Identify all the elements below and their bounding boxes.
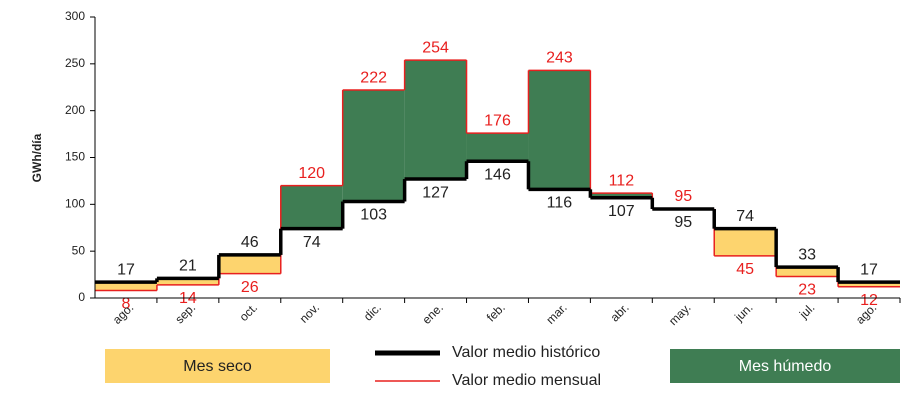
x-tick-label: mar. <box>543 300 569 326</box>
y-tick-label: 250 <box>65 56 85 70</box>
value-label: 74 <box>303 234 321 251</box>
value-label: 33 <box>798 246 816 263</box>
y-tick-label: 200 <box>65 103 85 117</box>
x-tick-label: abr. <box>608 300 632 324</box>
legend-label: Mes húmedo <box>739 358 832 375</box>
difference-fill <box>528 70 591 190</box>
x-tick-label: nov. <box>297 300 322 325</box>
difference-fill <box>280 185 343 229</box>
value-label: 23 <box>798 282 816 299</box>
value-label: 12 <box>860 292 878 309</box>
legend-label: Mes seco <box>183 358 252 375</box>
value-label: 26 <box>241 279 259 296</box>
value-label: 116 <box>547 195 573 212</box>
value-label: 17 <box>117 261 135 278</box>
x-tick-label: feb. <box>484 300 508 324</box>
x-tick-label: oct. <box>237 300 261 324</box>
difference-fill <box>95 282 157 291</box>
y-tick-label: 0 <box>78 290 85 304</box>
value-label: 127 <box>422 184 449 201</box>
difference-fill <box>776 267 839 277</box>
value-label: 14 <box>179 290 197 307</box>
value-label: 46 <box>241 234 259 251</box>
difference-fill <box>466 133 529 162</box>
legend-label: Valor medio mensual <box>452 372 601 389</box>
value-label: 107 <box>608 203 635 220</box>
value-label: 112 <box>609 172 635 189</box>
value-label: 95 <box>674 188 692 205</box>
legend-fill <box>670 349 900 383</box>
x-tick-label: dic. <box>361 300 384 323</box>
value-label: 17 <box>860 261 878 278</box>
y-tick-label: 300 <box>65 9 85 23</box>
y-tick-label: 100 <box>65 197 85 211</box>
difference-fill <box>404 60 467 180</box>
value-label: 254 <box>422 39 449 56</box>
value-label: 103 <box>360 207 387 224</box>
y-tick-label: 150 <box>65 150 85 164</box>
value-label: 243 <box>546 50 573 67</box>
value-label: 8 <box>122 296 131 313</box>
value-label: 21 <box>179 258 197 275</box>
legend-label: Valor medio histórico <box>452 344 600 361</box>
difference-fill <box>342 90 405 202</box>
x-tick-label: jun. <box>731 300 755 324</box>
y-tick-label: 50 <box>72 243 86 257</box>
value-label: 45 <box>736 261 754 278</box>
value-label: 222 <box>360 69 387 86</box>
x-tick-label: ago. <box>110 300 136 326</box>
value-label: 120 <box>298 165 325 182</box>
x-tick-label: ene. <box>420 300 446 326</box>
difference-fill <box>590 193 653 198</box>
value-label: 74 <box>736 208 754 225</box>
y-axis-label: GWh/día <box>30 133 44 182</box>
x-tick-label: may. <box>666 300 694 328</box>
difference-fill <box>218 254 281 274</box>
value-label: 146 <box>484 166 511 183</box>
value-label: 95 <box>674 214 692 231</box>
x-tick-label: jul. <box>796 300 817 321</box>
value-label: 176 <box>484 112 511 129</box>
difference-fill <box>714 228 777 256</box>
difference-fill <box>838 282 900 287</box>
legend-fill <box>105 349 330 383</box>
difference-fill <box>156 278 219 285</box>
